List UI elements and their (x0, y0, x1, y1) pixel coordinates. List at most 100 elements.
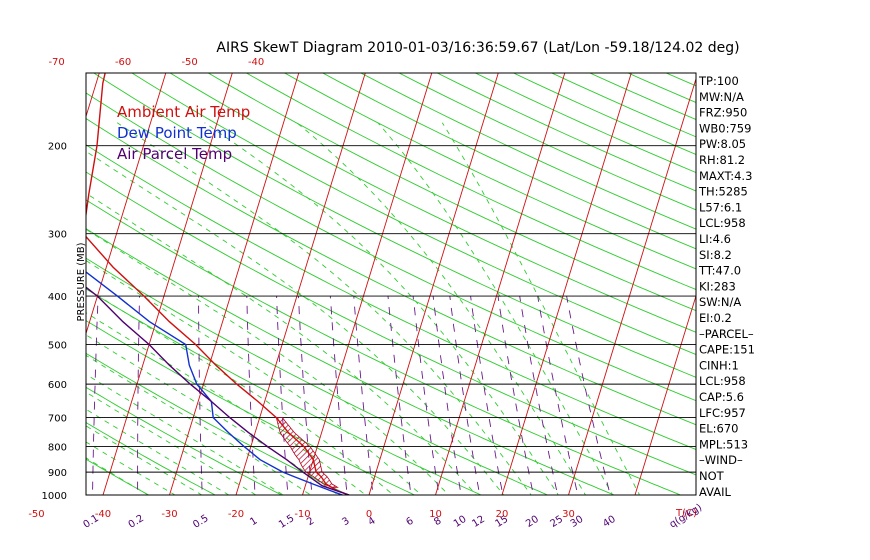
side-panel-item: LI:4.6 (699, 232, 731, 246)
isobars (86, 145, 696, 473)
mixing-ratio-line (387, 296, 412, 495)
moist-adiabat (86, 441, 176, 495)
pressure-tick-labels: 100 200 300 400 500 600 700 800 900 1000 (42, 0, 67, 502)
mixing-ratio-line (198, 296, 203, 495)
dry-adiabat (245, 73, 696, 291)
plot-frame (85, 72, 697, 496)
dry-adiabat (474, 73, 696, 174)
pressure-tick-600: 600 (48, 380, 67, 391)
dry-adiabat (207, 73, 696, 312)
isotherm (368, 73, 499, 495)
side-panel-item: –WIND– (699, 453, 743, 467)
mixing-ratio-label-40: 40 (601, 514, 618, 530)
bottom-temp-tick--20: -20 (228, 509, 244, 520)
isotherm (435, 73, 566, 495)
mixing-ratio-line (353, 296, 374, 495)
side-panel-item: EI:0.2 (699, 311, 732, 325)
moist-adiabat (86, 425, 203, 495)
pressure-tick-500: 500 (48, 341, 67, 352)
side-panel-item: MAXT:4.3 (699, 169, 752, 183)
isotherm (302, 73, 433, 495)
side-panel-item: NOT (699, 469, 725, 483)
isotherm (634, 294, 696, 495)
mixing-ratio-line (519, 296, 559, 495)
isotherms (0, 0, 696, 506)
isotherm (169, 73, 300, 495)
mixing-ratio-label-0.5: 0.5 (191, 513, 210, 531)
dry-adiabat (86, 118, 696, 426)
legend-ambient-air-temp: Ambient Air Temp (117, 103, 250, 121)
moist-adiabat (204, 122, 559, 495)
side-panel-item: MPL:513 (699, 437, 748, 451)
dry-adiabat (484, 0, 870, 506)
side-panel-item: RH:81.2 (699, 153, 745, 167)
series-line-ambient-air-temp (86, 73, 350, 495)
mixing-ratio-label-8: 8 (432, 516, 443, 529)
dry-adiabat (651, 0, 870, 506)
moist-adiabat (86, 150, 505, 495)
dry-adiabat (518, 0, 870, 506)
legend-dew-point-temp: Dew Point Temp (117, 124, 237, 142)
pressure-tick-200: 200 (48, 142, 67, 153)
mixing-ratio-label-10: 10 (452, 514, 469, 530)
pressure-tick-400: 400 (48, 292, 67, 303)
isotherm (0, 0, 64, 506)
side-panel-item: TH:5285 (698, 185, 748, 199)
top-temp-tick--40: -40 (248, 57, 264, 68)
side-panel-item: L57:6.1 (699, 200, 742, 214)
mixing-ratio-label-2: 2 (305, 516, 316, 529)
dry-adiabat (86, 320, 416, 495)
moist-adiabat (86, 287, 394, 495)
pressure-tick-800: 800 (48, 443, 67, 454)
bottom-temp-tick-10: 10 (429, 509, 442, 520)
dry-adiabat (92, 73, 696, 378)
side-panel-item: –PARCEL– (699, 327, 754, 341)
side-panel-item: TT:47.0 (698, 264, 741, 278)
moist-adiabat (86, 228, 450, 495)
moist-adiabat (86, 312, 367, 495)
bottom-temp-tick-0: 0 (366, 509, 372, 520)
moist-adiabat (86, 457, 150, 495)
mixing-ratio-line (297, 296, 313, 495)
dry-adiabat (718, 0, 870, 506)
dry-adiabat (169, 73, 696, 333)
mixing-ratio-line (566, 296, 611, 495)
mixing-ratio-line (246, 296, 256, 495)
isotherm (568, 77, 696, 495)
dry-adiabat (398, 73, 696, 211)
legend-air-parcel-temp: Air Parcel Temp (117, 145, 232, 163)
isotherm (501, 73, 632, 495)
side-panel-item: FRZ:950 (699, 106, 747, 120)
dry-adiabat (321, 73, 696, 250)
side-panel-item: CAP:5.6 (699, 390, 744, 404)
side-panel-item: KI:283 (699, 279, 736, 293)
isotherm (86, 73, 167, 335)
y-axis-label: PRESSURE (MB) (76, 242, 87, 321)
side-panel-item: SI:8.2 (699, 248, 732, 262)
moist-adiabat (86, 408, 230, 495)
side-panel-item: LFC:957 (699, 406, 746, 420)
pressure-tick-300: 300 (48, 230, 67, 241)
dry-adiabat (86, 352, 350, 495)
mixing-ratio-label-1: 1 (248, 516, 259, 529)
pressure-tick-700: 700 (48, 414, 67, 425)
x-axis-label: T(C) (675, 508, 697, 519)
side-panel-item: AVAIL (699, 485, 732, 499)
moist-adiabat (86, 373, 284, 495)
isotherm (102, 73, 233, 495)
mixing-ratio-unit-label: q(g/kg) (668, 502, 704, 530)
mixing-ratio-line (449, 296, 481, 495)
dry-adiabat (86, 228, 616, 495)
dry-adiabats (86, 0, 870, 506)
bottom-temp-tick--50: -50 (28, 509, 44, 520)
sounding-series (86, 73, 350, 495)
dry-adiabat (86, 458, 150, 495)
mixing-ratio-label-20: 20 (524, 514, 541, 530)
bottom-temp-tick-labels: -50 -40 -30 -20 -10 0 10 20 30 (28, 509, 575, 520)
dry-adiabat (588, 73, 696, 121)
side-panel-item: MW:N/A (699, 90, 744, 104)
side-panel-item: PW:8.05 (699, 137, 746, 151)
chart-title: AIRS SkewT Diagram 2010-01-03/16:36:59.6… (216, 40, 739, 56)
